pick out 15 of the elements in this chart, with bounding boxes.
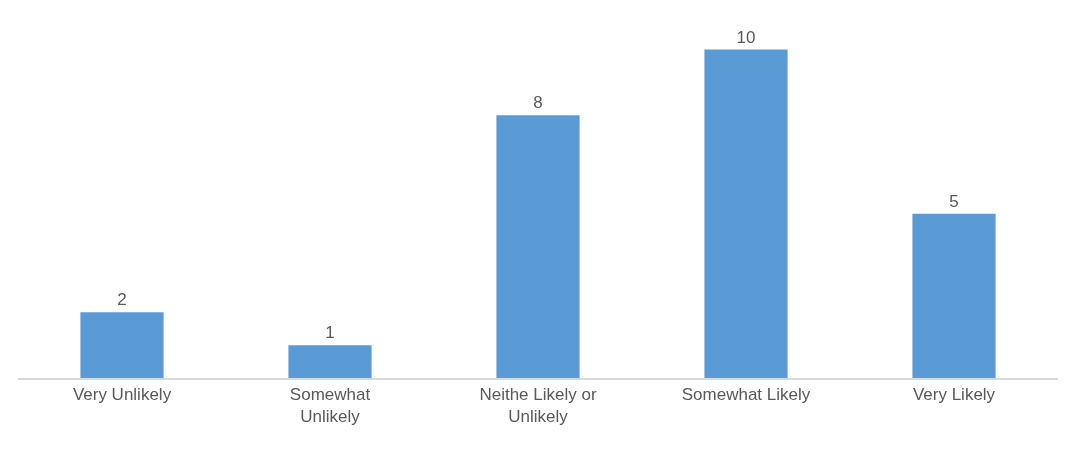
x-tick-label: Neithe Likely or Unlikely — [479, 385, 597, 427]
data-label: 1 — [325, 323, 335, 343]
bar — [704, 49, 788, 378]
x-tick-label: Very Likely — [912, 385, 996, 405]
x-tick-label: Somewhat Unlikely — [289, 385, 371, 427]
data-label: 10 — [736, 27, 756, 47]
bar — [496, 115, 580, 378]
data-label: 8 — [533, 93, 543, 113]
bar — [80, 312, 164, 378]
data-label: 2 — [117, 290, 127, 310]
bar — [288, 345, 372, 378]
bar — [912, 213, 996, 378]
x-tick-label: Somewhat Likely — [681, 385, 811, 405]
data-label: 5 — [949, 191, 959, 211]
x-tick-label: Very Unlikely — [72, 385, 172, 405]
